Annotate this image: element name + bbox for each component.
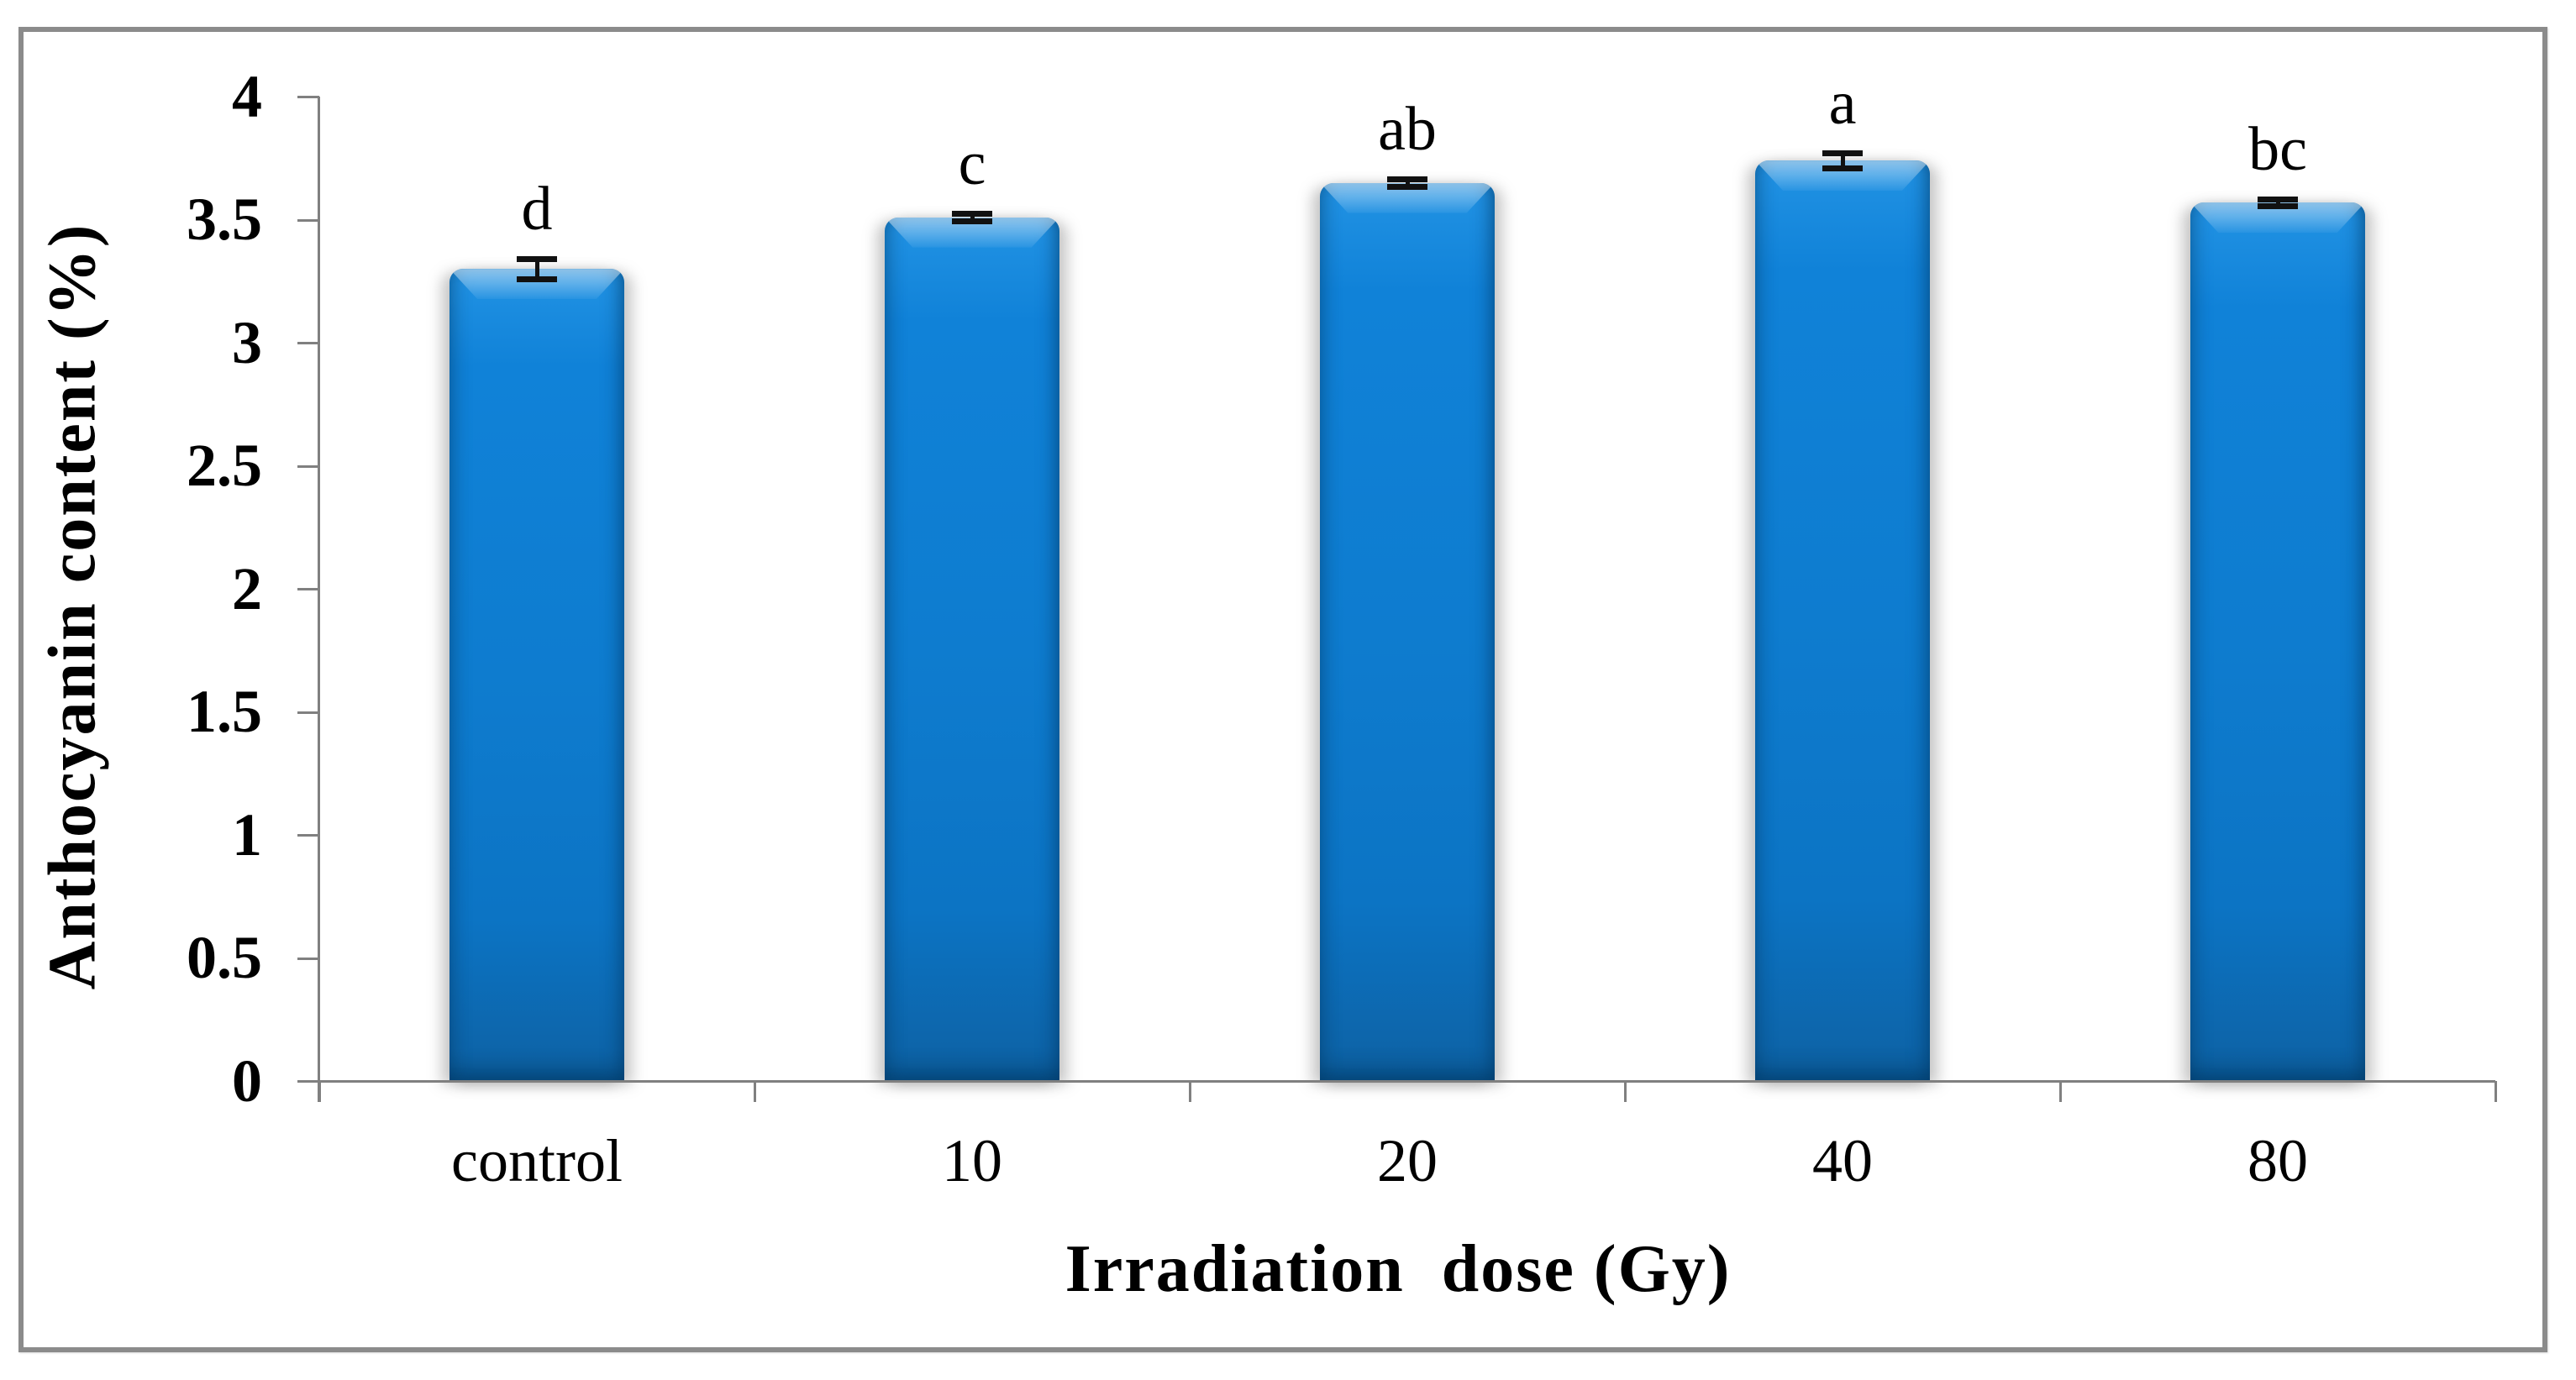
bar-10 [885,217,1059,1081]
sig-letter: bc [2248,114,2307,184]
error-bar-cap [517,275,557,282]
error-bar-cap [2258,196,2298,202]
y-tick-label: 1 [232,800,262,868]
x-axis-tick [1189,1081,1191,1102]
y-axis-tick [297,464,319,468]
error-bar-cap [2258,203,2298,210]
y-tick-label: 2.5 [187,432,262,499]
y-tick-label: 1.5 [187,678,262,745]
sig-letter: ab [1378,95,1437,165]
sig-letter: a [1828,69,1857,139]
error-bar-cap [1387,176,1427,183]
x-axis-tick [318,1081,321,1102]
x-axis-title: Irradiation dose (Gy) [1065,1232,1732,1306]
error-bar-cap [517,256,557,263]
y-tick-label: 2 [232,554,262,622]
x-tick-label: 20 [1377,1126,1438,1194]
y-tick-label: 0 [232,1047,262,1115]
error-bar [970,213,975,221]
y-axis-tick [297,588,319,590]
y-axis-tick [297,834,319,837]
x-tick-label: 10 [942,1126,1002,1194]
bar-40 [1755,160,1930,1081]
sig-letter: c [958,129,986,199]
error-bar-cap [952,211,992,218]
y-axis-tick [297,96,319,98]
x-axis-tick [2059,1081,2062,1102]
y-tick-label: 4 [232,62,262,130]
error-bar-cap [1822,165,1863,171]
x-axis-tick [1624,1081,1627,1102]
y-axis-tick [297,711,319,714]
error-bar [2276,198,2280,207]
y-axis-tick [297,342,319,344]
x-axis-line [297,1080,2495,1083]
error-bar-cap [952,218,992,224]
x-axis-tick [754,1081,756,1102]
error-bar [1841,153,1845,168]
error-bar [535,259,539,279]
y-tick-label: 0.5 [187,924,262,991]
figure-border [18,27,2547,1352]
x-axis-tick [2495,1081,2497,1102]
y-axis-line [318,97,320,1102]
y-axis-tick [297,957,319,960]
y-tick-label: 3.5 [187,186,262,253]
y-axis-tick [297,218,319,222]
x-tick-label: control [451,1126,623,1194]
bar-20 [1320,182,1495,1081]
bar-80 [2190,202,2365,1081]
sig-letter: d [521,175,553,244]
error-bar [1406,179,1410,186]
x-tick-label: 80 [2247,1126,2308,1194]
y-tick-label: 3 [232,308,262,376]
x-tick-label: 40 [1812,1126,1873,1194]
error-bar-cap [1822,150,1863,157]
error-bar-cap [1387,183,1427,190]
bar-control [449,269,624,1081]
